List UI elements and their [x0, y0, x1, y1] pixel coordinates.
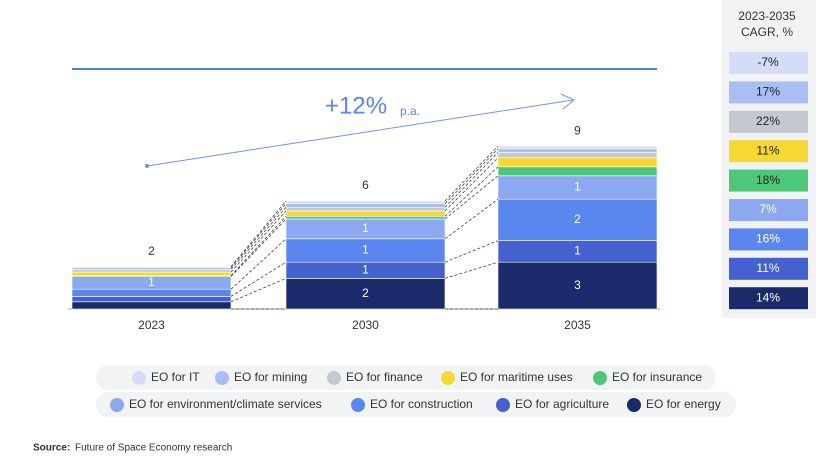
connector — [230, 238, 287, 290]
connector — [444, 152, 499, 208]
bar-segment — [71, 271, 232, 277]
cagr-box — [729, 140, 808, 163]
legend-swatch — [496, 398, 510, 412]
cagr-box — [729, 110, 808, 133]
arrow-head — [560, 93, 575, 110]
bar-segment — [285, 216, 446, 220]
cagr-label: 22% — [756, 114, 780, 128]
value-label: 1 — [574, 180, 581, 194]
value-label: 2 — [574, 212, 581, 226]
annotation-unit: p.a. — [400, 104, 420, 118]
bar-segment — [497, 152, 658, 159]
connector — [444, 166, 499, 217]
legend-swatch — [441, 371, 455, 385]
cagr-label: 17% — [756, 85, 780, 99]
connector — [230, 218, 287, 277]
annotation: +12% — [325, 92, 387, 119]
legend-row — [96, 392, 736, 417]
cagr-label: 14% — [756, 290, 780, 304]
legend-row — [96, 365, 716, 390]
cagr-label: 11% — [756, 261, 779, 275]
value-label: 2 — [362, 286, 369, 300]
total-label: 9 — [574, 123, 581, 137]
legend-swatch — [327, 371, 341, 385]
bar-segment — [71, 266, 232, 268]
connector — [444, 148, 499, 204]
connector — [444, 261, 499, 279]
bar-segment — [497, 198, 658, 241]
cagr-label: 16% — [756, 232, 780, 246]
connector — [230, 207, 287, 270]
legend-swatch — [593, 371, 607, 385]
legend-label: EO for environment/climate services — [129, 397, 322, 411]
connector — [230, 261, 287, 297]
cagr-label: -7% — [757, 55, 779, 69]
bar-segment — [285, 207, 446, 212]
bar-segment — [71, 301, 232, 310]
legend-swatch — [215, 371, 229, 385]
connector — [444, 157, 499, 212]
total-label: 6 — [362, 178, 369, 192]
cagr-box — [729, 199, 808, 221]
cagr-box — [729, 228, 808, 251]
legend-label: EO for IT — [151, 370, 200, 384]
source: Future of Space Economy research — [75, 443, 232, 454]
x-tick-label: 2035 — [564, 318, 591, 332]
cagr-label: 18% — [756, 173, 780, 187]
total-label: 2 — [148, 244, 155, 258]
bar-segment — [285, 210, 446, 217]
cagr-box — [729, 287, 808, 310]
connector — [444, 198, 499, 240]
x-tick-label: 2030 — [352, 318, 379, 332]
bar-segment — [71, 269, 232, 273]
cagr-box — [729, 169, 808, 192]
legend-label: EO for agriculture — [515, 397, 609, 411]
connector — [230, 200, 287, 267]
legend-label: EO for energy — [646, 397, 721, 411]
connector — [444, 175, 499, 220]
legend-label: EO for insurance — [612, 370, 702, 384]
trend-arrow — [146, 99, 574, 167]
bar-segment — [285, 200, 446, 204]
legend-label: EO for maritime uses — [460, 370, 573, 384]
cagr-box — [729, 81, 808, 104]
connector — [230, 203, 287, 268]
bar-segment — [497, 145, 658, 150]
bar-segment — [71, 296, 232, 303]
connector — [230, 216, 287, 276]
value-label: 1 — [362, 221, 369, 235]
legend-label: EO for finance — [346, 370, 423, 384]
legend-swatch — [351, 398, 365, 412]
bar-segment — [285, 278, 446, 310]
value-label: 1 — [362, 262, 369, 276]
bar-segment — [285, 203, 446, 208]
value-label: 1 — [362, 243, 369, 257]
connector — [230, 210, 287, 273]
cagr-label: 11% — [756, 143, 779, 157]
arrow-start — [145, 164, 149, 168]
bar-segment — [497, 148, 658, 153]
x-tick-label: 2023 — [138, 318, 165, 332]
legend-swatch — [132, 371, 146, 385]
cagr-title: 2023-2035 — [738, 9, 796, 23]
cagr-box — [729, 52, 808, 74]
legend-swatch — [627, 398, 641, 412]
legend-swatch — [110, 398, 124, 412]
bar-segment — [497, 261, 658, 310]
source-label: Source: — [33, 443, 70, 454]
cagr-label: 7% — [759, 202, 777, 216]
connector — [444, 240, 499, 263]
value-label: 3 — [574, 278, 581, 292]
value-label: 1 — [148, 275, 155, 289]
legend-label: EO for mining — [234, 370, 307, 384]
cagr-box — [729, 257, 808, 280]
connector — [444, 145, 499, 202]
cagr-title: CAGR, % — [741, 25, 793, 39]
legend-label: EO for construction — [370, 397, 473, 411]
bar-segment — [497, 157, 658, 168]
value-label: 1 — [574, 244, 581, 258]
bar-segment — [497, 166, 658, 177]
bar-segment — [71, 288, 232, 297]
